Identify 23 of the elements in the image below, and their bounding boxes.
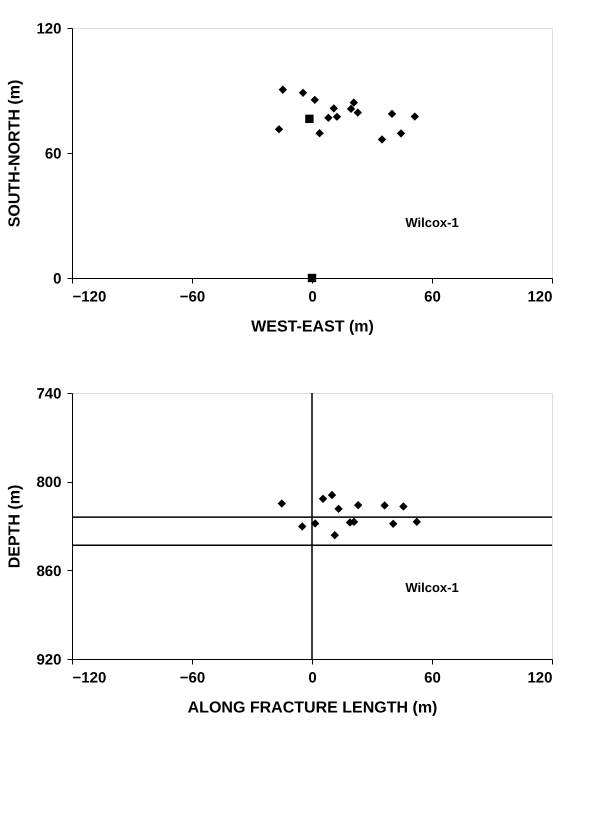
- y-tick-label: 740: [36, 386, 62, 402]
- annotation: Wilcox-1: [405, 215, 459, 230]
- x-tick-label: −60: [180, 288, 206, 306]
- x-tick-label: 120: [527, 670, 552, 686]
- y-tick-label: 120: [36, 20, 62, 38]
- y-tick-label: 920: [36, 652, 62, 668]
- x-tick-label: 0: [308, 670, 317, 686]
- x-axis-title: WEST-EAST (m): [251, 318, 374, 336]
- x-axis-title: ALONG FRACTURE LENGTH (m): [188, 700, 438, 716]
- x-tick-label: 120: [527, 288, 552, 306]
- y-tick-label: 860: [36, 562, 62, 580]
- x-tick-label: 60: [424, 670, 441, 686]
- y-axis-title: DEPTH (m): [6, 484, 24, 568]
- y-tick-label: 0: [53, 270, 62, 288]
- x-tick-label: −120: [72, 288, 106, 306]
- annotation: Wilcox-1: [405, 580, 459, 595]
- x-tick-label: −60: [180, 670, 206, 686]
- x-tick-label: −120: [72, 670, 106, 686]
- x-tick-label: 60: [424, 288, 441, 306]
- y-tick-label: 800: [36, 474, 62, 492]
- y-axis-title: SOUTH-NORTH (m): [6, 80, 24, 228]
- y-tick-label: 60: [44, 146, 62, 162]
- x-tick-label: 0: [308, 288, 317, 306]
